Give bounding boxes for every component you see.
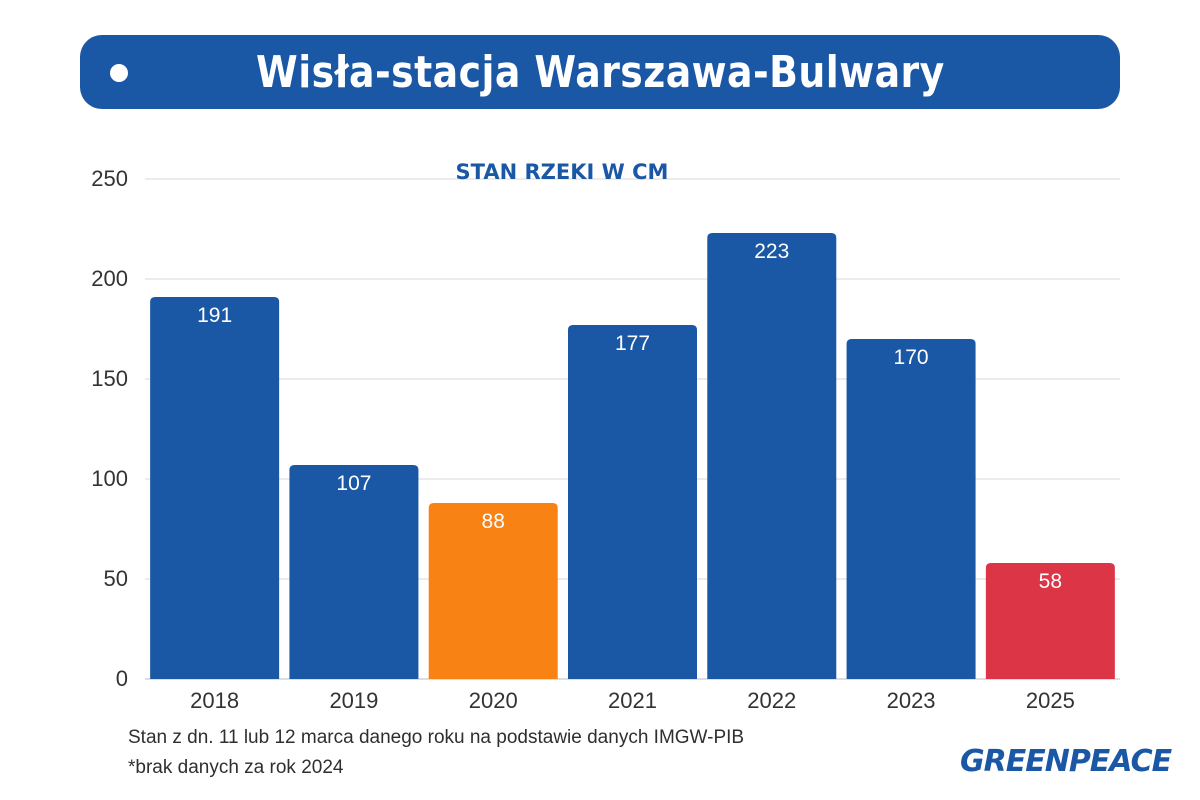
- title-banner: Wisła-stacja Warszawa-Bulwary: [80, 35, 1120, 109]
- x-tick-label: 2020: [469, 688, 518, 713]
- x-tick-label: 2025: [1026, 688, 1075, 713]
- x-tick-label: 2023: [887, 688, 936, 713]
- y-tick-label: 100: [91, 466, 128, 491]
- greenpeace-logo: GREENPEACE: [960, 744, 1172, 779]
- y-tick-label: 250: [91, 166, 128, 191]
- page-title: Wisła-stacja Warszawa-Bulwary: [255, 46, 945, 98]
- y-tick-label: 0: [116, 666, 128, 691]
- data-label: 223: [754, 240, 789, 263]
- bullet-icon: [110, 64, 128, 82]
- bar: [289, 465, 419, 679]
- x-tick-label: 2018: [190, 688, 239, 713]
- footnote-missing-data: *brak danych za rok 2024: [128, 757, 344, 778]
- chart-title: STAN RZEKI W CM: [456, 160, 669, 184]
- bar: [846, 339, 976, 679]
- y-tick-label: 150: [91, 366, 128, 391]
- data-label: 177: [615, 332, 650, 355]
- y-tick-label: 50: [104, 566, 128, 591]
- data-label: 88: [482, 510, 505, 533]
- data-label: 107: [336, 472, 371, 495]
- x-tick-label: 2021: [608, 688, 657, 713]
- x-tick-label: 2019: [329, 688, 378, 713]
- bar: [568, 325, 697, 679]
- data-label: 170: [894, 346, 929, 369]
- bar: [150, 297, 280, 679]
- x-tick-label: 2022: [747, 688, 796, 713]
- bar: [707, 233, 837, 679]
- data-label: 191: [197, 304, 232, 327]
- footnote-source: Stan z dn. 11 lub 12 marca danego roku n…: [128, 727, 745, 748]
- bar: [985, 563, 1115, 679]
- y-tick-label: 200: [91, 266, 128, 291]
- data-label: 58: [1039, 570, 1062, 593]
- bar: [428, 503, 558, 679]
